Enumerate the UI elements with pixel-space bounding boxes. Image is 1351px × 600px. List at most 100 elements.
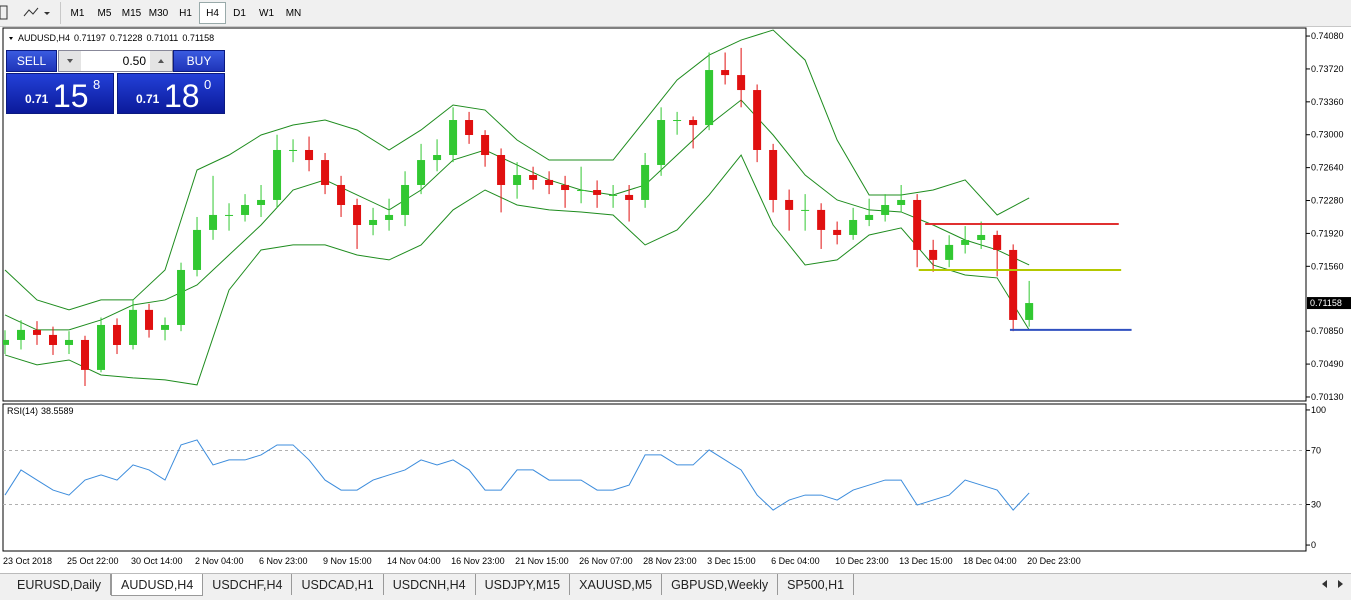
- chart-tab[interactable]: USDCNH,H4: [384, 574, 476, 595]
- bid-quote[interactable]: 0.71 15 8: [6, 73, 114, 114]
- candle-body: [321, 160, 330, 185]
- buy-button[interactable]: BUY: [173, 50, 225, 72]
- timeframe-button[interactable]: M15: [121, 7, 142, 19]
- sell-button[interactable]: SELL: [6, 50, 57, 72]
- x-tick-label: 9 Nov 15:00: [323, 556, 372, 566]
- chart-tab[interactable]: SP500,H1: [778, 574, 855, 595]
- chart-tab[interactable]: AUDUSD,H4: [111, 574, 204, 596]
- timeframe-button[interactable]: H4: [199, 2, 226, 24]
- candle-body: [737, 75, 746, 91]
- chart-tab[interactable]: USDCHF,H4: [203, 574, 293, 595]
- y-tick-label: 0.70130: [1311, 392, 1344, 402]
- candle-body: [129, 309, 138, 345]
- chart-tabs: EURUSD,Daily AUDUSD,H4 USDCHF,H4 USDCAD,H1 U…: [0, 573, 1351, 600]
- y-tick-label: 0.74080: [1311, 31, 1344, 41]
- candle-body: [785, 199, 794, 210]
- ohlc-value: 0.71228: [110, 33, 143, 43]
- timeframe-button[interactable]: M5: [97, 7, 112, 19]
- candle-body: [273, 149, 282, 200]
- y-tick-label: 0.70850: [1311, 326, 1344, 336]
- y-tick-label: 0.73000: [1311, 130, 1344, 140]
- ask-point: 0: [204, 77, 212, 92]
- ohlc-value: 0.71197: [74, 33, 106, 43]
- cursor-icon[interactable]: [0, 5, 8, 20]
- x-tick-label: 20 Dec 23:00: [1027, 556, 1081, 566]
- x-tick-label: 3 Dec 15:00: [707, 556, 756, 566]
- candle-body: [433, 155, 442, 161]
- bid-prefix: 0.71: [25, 92, 49, 106]
- timeframe-bar: M1 M5 M15 M30 H1 H4 D1 W1 MN: [60, 2, 307, 24]
- x-tick-label: 16 Nov 23:00: [451, 556, 505, 566]
- price-header: AUDUSD,H4 0.71197 0.71228 0.71011 0.71158: [18, 33, 214, 43]
- candle-body: [641, 164, 650, 200]
- candle-body: [209, 214, 218, 230]
- candle-body: [497, 155, 506, 185]
- x-tick-label: 18 Dec 04:00: [963, 556, 1017, 566]
- chart-tab[interactable]: USDJPY,M15: [476, 574, 571, 595]
- chart-tab[interactable]: GBPUSD,Weekly: [662, 574, 779, 595]
- scroll-left[interactable]: [1322, 580, 1327, 588]
- timeframe-button[interactable]: MN: [285, 7, 302, 19]
- tab-scroll: [1322, 580, 1343, 588]
- candle-body: [3, 339, 10, 345]
- bid-pips: 15: [53, 78, 89, 114]
- candle-body: [625, 194, 634, 200]
- candle-body: [337, 184, 346, 205]
- candle-body: [177, 269, 186, 325]
- x-tick-label: 26 Nov 07:00: [579, 556, 633, 566]
- y-tick-label: 70: [1311, 445, 1321, 455]
- candle-body: [225, 214, 234, 216]
- up-arrow: [158, 59, 164, 63]
- candle-body: [689, 120, 698, 126]
- candle-body: [577, 190, 586, 192]
- candle-body: [961, 239, 970, 245]
- x-tick-label: 13 Dec 15:00: [899, 556, 953, 566]
- candle-body: [1025, 303, 1034, 320]
- dropdown-icon[interactable]: [44, 12, 50, 15]
- candle-body: [609, 194, 618, 196]
- lot-field[interactable]: 0.50: [58, 50, 173, 72]
- band-upper: [4, 29, 1030, 311]
- chart-tab[interactable]: USDCAD,H1: [292, 574, 384, 595]
- candle-body: [81, 339, 90, 370]
- timeframe-button[interactable]: M30: [148, 7, 169, 19]
- candle-body: [993, 234, 1002, 250]
- indicator-value: 38.5589: [41, 406, 74, 416]
- chart-tab[interactable]: EURUSD,Daily: [8, 574, 112, 595]
- ask-quote[interactable]: 0.71 18 0: [117, 73, 225, 114]
- candle-body: [945, 244, 954, 260]
- candle-body: [353, 204, 362, 226]
- timeframe-button[interactable]: H1: [179, 7, 192, 19]
- candle-body: [817, 209, 826, 230]
- y-tick-label: 0.71560: [1311, 261, 1344, 271]
- rsi-panel: [2, 403, 1307, 552]
- candle-body: [561, 184, 570, 191]
- timeframe-button[interactable]: W1: [259, 7, 274, 19]
- candle-body: [161, 324, 170, 330]
- timeframe-button[interactable]: M1: [70, 7, 85, 19]
- candle-body: [657, 120, 666, 165]
- x-tick-label: 6 Nov 23:00: [259, 556, 308, 566]
- objects-icon[interactable]: [23, 7, 39, 17]
- candle-body: [49, 334, 58, 345]
- scroll-right[interactable]: [1338, 580, 1343, 588]
- ohlc-value: 0.71158: [182, 33, 214, 43]
- tool-icons: [0, 0, 60, 26]
- ohlc-value: 0.71011: [146, 33, 178, 43]
- candle-body: [753, 90, 762, 150]
- candle-body: [481, 135, 490, 156]
- current-price-tag: [1307, 297, 1351, 310]
- y-tick-label: 0: [1311, 540, 1316, 550]
- timeframe-button[interactable]: D1: [233, 7, 246, 19]
- rsi-plot: [3, 439, 1306, 511]
- candle-body: [833, 229, 842, 235]
- x-tick-label: 14 Nov 04:00: [387, 556, 441, 566]
- candle-body: [593, 190, 602, 195]
- band-lower: [4, 154, 1030, 386]
- x-tick-label: 28 Nov 23:00: [643, 556, 697, 566]
- y-tick-label: 0.70490: [1311, 359, 1344, 369]
- y-tick-label: 100: [1311, 405, 1326, 415]
- one-click-trading: SELL 0.50 BUY 0.71 15 8 0.71 18 0: [6, 50, 226, 114]
- chart-tab[interactable]: XAUUSD,M5: [570, 574, 663, 595]
